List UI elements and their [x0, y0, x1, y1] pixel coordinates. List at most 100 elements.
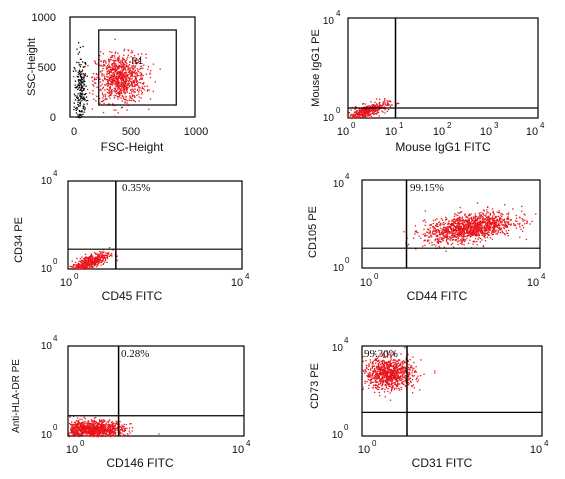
data-point: [134, 84, 136, 86]
data-point: [378, 368, 380, 370]
data-point: [385, 104, 387, 106]
data-point: [89, 430, 92, 432]
data-point: [401, 370, 404, 372]
data-point: [438, 240, 440, 242]
data-point: [470, 216, 472, 219]
data-point: [81, 426, 83, 428]
data-point: [376, 103, 378, 105]
data-point: [503, 221, 506, 223]
data-point: [92, 89, 94, 92]
data-point: [126, 102, 128, 104]
data-point: [446, 230, 448, 233]
data-point: [498, 222, 500, 224]
data-point: [452, 239, 454, 241]
data-point: [480, 231, 482, 233]
data-point: [109, 432, 111, 434]
data-point: [355, 116, 357, 118]
data-point: [403, 380, 405, 382]
data-point: [383, 391, 386, 393]
data-point: [368, 114, 370, 117]
data-point: [489, 227, 491, 229]
quadrant-percentage: 99.15%: [410, 182, 444, 194]
data-point: [81, 418, 83, 421]
data-point: [474, 213, 476, 215]
data-point: [99, 429, 101, 431]
data-point: [485, 229, 487, 232]
data-point: [380, 363, 382, 365]
data-point: [385, 370, 387, 373]
data-point: [73, 432, 75, 434]
data-point: [383, 366, 386, 368]
data-point: [97, 257, 99, 259]
data-point: [125, 89, 128, 91]
data-point: [501, 219, 504, 221]
data-point: [524, 214, 526, 216]
data-point: [491, 222, 493, 224]
data-point: [80, 268, 82, 270]
data-point: [455, 239, 457, 241]
data-point: [75, 423, 77, 425]
data-point: [452, 242, 454, 245]
data-point: [470, 235, 472, 237]
data-point: [434, 219, 437, 221]
data-point: [404, 368, 406, 370]
data-point: [129, 85, 131, 88]
data-point: [474, 228, 476, 230]
data-point: [373, 376, 375, 378]
data-point: [74, 432, 76, 434]
data-point: [392, 359, 394, 362]
data-point: [413, 387, 415, 389]
data-point: [119, 94, 121, 96]
data-point: [108, 103, 110, 105]
data-point: [85, 85, 87, 87]
data-point: [479, 231, 481, 233]
data-point: [426, 234, 428, 237]
data-point: [436, 240, 438, 243]
data-point: [448, 232, 450, 234]
data-point: [413, 367, 415, 369]
data-point: [439, 227, 442, 229]
data-point: [123, 80, 125, 83]
data-point: [457, 238, 459, 240]
data-point: [463, 227, 465, 229]
data-point: [81, 69, 84, 71]
data-point: [86, 258, 88, 260]
data-point: [374, 108, 377, 111]
data-point: [399, 379, 402, 381]
data-point: [504, 233, 506, 235]
data-point: [513, 223, 515, 225]
data-point: [408, 375, 410, 377]
data-point: [480, 212, 482, 214]
data-point: [488, 221, 491, 223]
data-point: [462, 227, 464, 229]
data-point: [88, 428, 90, 430]
data-point: [455, 219, 457, 221]
data-point: [72, 423, 74, 426]
data-point: [515, 214, 517, 217]
data-point: [79, 95, 81, 97]
data-point: [415, 366, 417, 368]
data-point: [78, 79, 80, 81]
data-point: [96, 63, 98, 65]
data-point: [109, 433, 112, 435]
data-point: [98, 259, 100, 261]
data-point: [84, 266, 86, 268]
data-point: [420, 237, 422, 239]
data-point: [111, 51, 113, 53]
data-point: [142, 87, 144, 90]
data-point: [120, 73, 122, 75]
data-point: [473, 221, 475, 223]
data-point: [390, 373, 392, 375]
data-point: [83, 429, 86, 431]
data-point: [491, 217, 494, 219]
data-point: [115, 77, 117, 79]
data-point: [111, 74, 113, 77]
y-tick-label: 10: [333, 179, 345, 190]
data-point: [405, 384, 407, 387]
data-point: [97, 432, 99, 435]
data-point: [459, 220, 462, 222]
data-point: [112, 76, 114, 78]
data-point: [519, 236, 521, 238]
data-point: [118, 73, 121, 75]
data-point: [357, 114, 359, 117]
